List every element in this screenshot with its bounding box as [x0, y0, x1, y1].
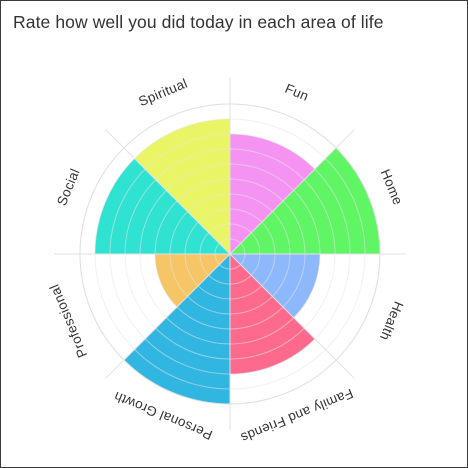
label-spiritual: Spiritual [136, 76, 189, 110]
sector-family-and-friends[interactable] [230, 254, 315, 374]
sector-professional[interactable] [155, 254, 230, 308]
sector-spiritual[interactable] [134, 119, 230, 254]
grid-spoke [229, 253, 355, 379]
sector-social[interactable] [95, 158, 230, 254]
label-professional: Professional [47, 282, 91, 360]
sector-fun[interactable] [230, 134, 315, 254]
label-home: Home [378, 167, 406, 207]
sector-personal-growth[interactable] [123, 254, 230, 404]
label-fun: Fun [283, 81, 311, 104]
grid-spoke [105, 129, 231, 255]
sector-home[interactable] [230, 147, 380, 254]
grid-spoke [229, 129, 355, 255]
label-health: Health [377, 299, 406, 342]
grid-spoke [105, 253, 231, 379]
chart-title: Rate how well you did today in each area… [13, 12, 384, 32]
sector-health[interactable] [230, 254, 320, 318]
label-family-and-friends: Family and Friends [239, 386, 356, 446]
label-social: Social [54, 166, 83, 207]
